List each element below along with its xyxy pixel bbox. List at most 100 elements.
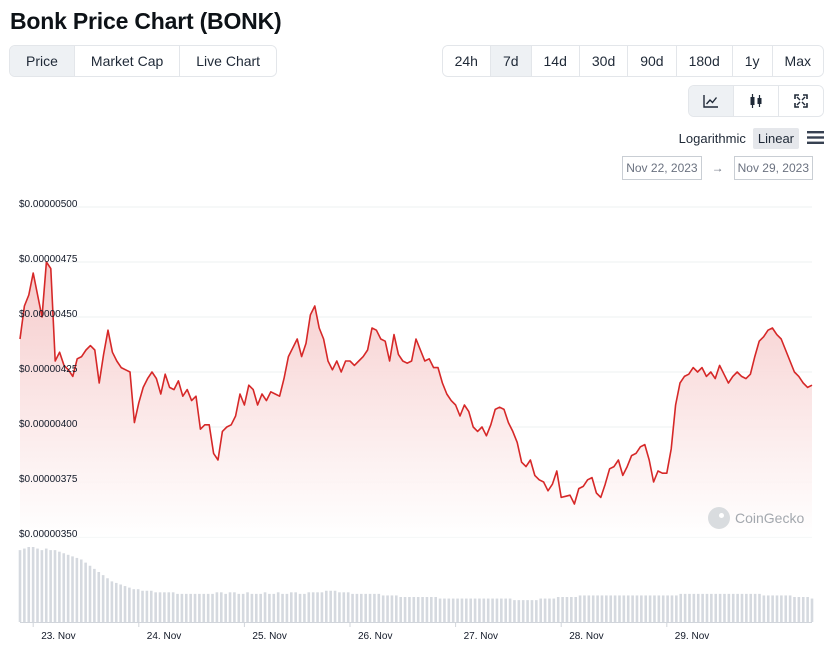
volume-bar [364,593,367,622]
fullscreen-button[interactable] [779,86,823,116]
linear-scale-option[interactable]: Linear [752,128,799,149]
x-tick-label: 26. Nov [358,631,392,642]
volume-bar [666,595,669,622]
volume-bar [766,595,770,622]
volume-bar [421,597,424,622]
volume-bar [75,557,79,622]
volume-bar [696,593,700,622]
volume-bar [521,600,525,622]
volume-bar [784,595,788,622]
date-from-input[interactable]: Nov 22, 2023 [622,156,702,180]
volume-bar [412,597,416,622]
volume-bar [342,592,346,622]
volume-bar [714,593,718,622]
volume-bar [740,593,744,622]
volume-bar [451,598,455,622]
volume-bar [101,575,105,622]
tab-live-chart[interactable]: Live Chart [180,46,277,76]
y-tick-label: $0.00000400 [19,419,78,430]
range-24h-button[interactable]: 24h [442,46,491,76]
candlestick-chart-button[interactable] [734,86,779,116]
y-tick-label: $0.00000350 [19,529,78,540]
volume-bar [285,593,289,622]
volume-bar [79,559,83,622]
volume-bar [626,595,630,622]
x-axis-labels: 23. Nov 24. Nov 25. Nov 26. Nov 27. Nov 28. N… [32,622,709,642]
range-30d-button[interactable]: 30d [579,46,629,76]
volume-bar [390,595,394,622]
volume-bar [224,593,227,622]
volume-bar [36,548,39,622]
volume-bar [565,597,569,622]
volume-bar [84,562,87,622]
volume-bar [303,593,306,622]
volume-bar [535,600,538,622]
volume-bar [570,597,573,622]
range-90d-button[interactable]: 90d [628,46,677,76]
volume-bar [653,595,656,622]
volume-bar [727,593,731,622]
volume-bar [443,598,446,622]
volume-bar [683,593,687,622]
volume-bar [661,595,665,622]
range-180d-button[interactable]: 180d [676,46,733,76]
volume-bar [189,593,192,622]
volume-bar [263,592,267,622]
volume-bar [171,592,175,622]
volume-bar [644,595,648,622]
volume-bar [806,597,809,622]
volume-bar [119,584,122,622]
x-tick-label: 24. Nov [147,631,181,642]
logarithmic-scale-option[interactable]: Logarithmic [678,131,746,146]
tab-price[interactable]: Price [10,46,75,76]
volume-bar [775,595,779,622]
fullscreen-icon [794,94,808,108]
volume-bar [176,593,179,622]
volume-bar [145,590,149,622]
volume-bar [40,550,44,622]
volume-bar [27,547,31,622]
volume-bar [548,598,551,622]
volume-bar [679,593,683,622]
tab-market-cap[interactable]: Market Cap [74,46,181,76]
time-range-tab-group: 24h 7d 14d 30d 90d 180d 1y Max [441,45,824,77]
volume-bar [447,598,451,622]
volume-bar [692,593,696,622]
volume-bar [613,595,617,622]
volume-bar [705,593,709,622]
view-tab-group: Price Market Cap Live Chart [9,45,278,77]
range-max-button[interactable]: Max [772,46,823,76]
volume-bar [810,598,814,622]
volume-bar [771,595,774,622]
volume-bar [132,589,136,622]
volume-bar [23,548,26,622]
y-axis-labels: $0.00000500 $0.00000475 $0.00000450 $0.0000… [19,199,78,540]
volume-bar [556,597,560,622]
chart-menu-button[interactable] [807,130,824,147]
volume-bar [675,595,678,622]
line-chart-button[interactable] [689,86,734,116]
x-tick-label: 23. Nov [41,631,75,642]
x-tick-label: 28. Nov [569,631,603,642]
volume-bar [180,593,184,622]
range-7d-button[interactable]: 7d [490,46,532,76]
range-1y-button[interactable]: 1y [732,46,773,76]
volume-bar [114,582,118,622]
volume-bar [66,554,70,622]
date-range-arrow: → [711,161,724,175]
page-title: Bonk Price Chart (BONK) [10,8,282,34]
volume-bar [543,598,547,622]
volume-bar [438,598,442,622]
volume-bar [289,592,293,622]
volume-bar [246,592,249,622]
volume-bar [373,593,376,622]
volume-bar [701,593,704,622]
volume-bar [731,593,735,622]
volume-bar [596,595,599,622]
date-to-input[interactable]: Nov 29, 2023 [733,156,813,180]
x-tick-label: 27. Nov [464,631,498,642]
range-14d-button[interactable]: 14d [531,46,580,76]
volume-bar [688,593,691,622]
volume-bar [591,595,595,622]
volume-bar [482,598,486,622]
